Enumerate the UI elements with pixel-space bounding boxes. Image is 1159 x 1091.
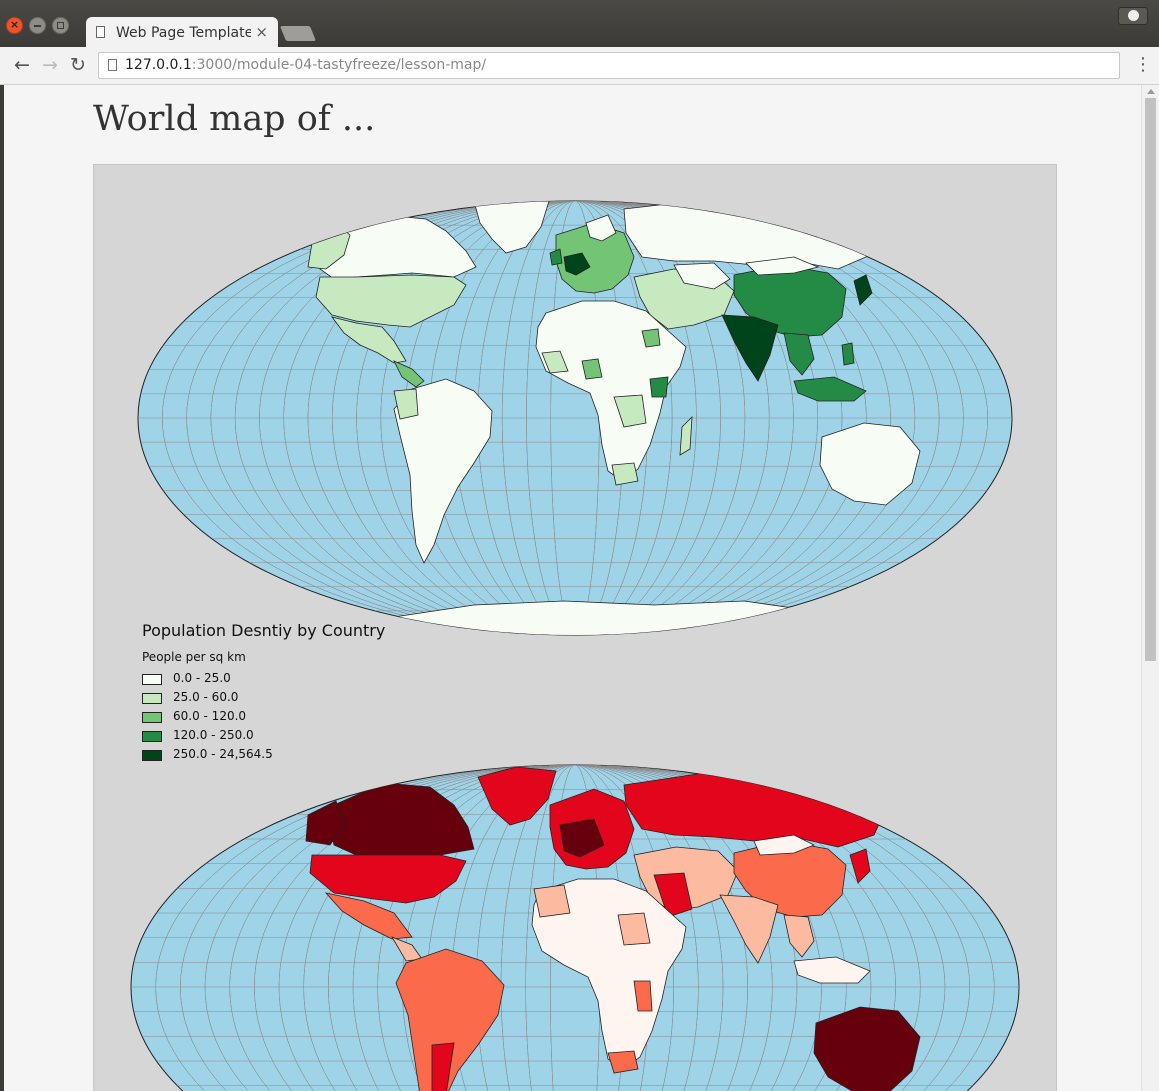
china-2 — [733, 840, 847, 918]
profile-button[interactable] — [1118, 7, 1148, 25]
libya-2 — [617, 912, 651, 946]
legend-swatch — [142, 693, 162, 704]
scroll-up-arrow-icon[interactable] — [1147, 89, 1155, 94]
southeast-asia — [783, 332, 815, 376]
russia — [623, 201, 875, 270]
colombia-ecuador — [393, 388, 419, 420]
greenland-2 — [477, 766, 557, 826]
central-africa — [613, 394, 647, 428]
indonesia-2 — [793, 956, 871, 984]
legend-item: 120.0 - 250.0 — [142, 728, 385, 747]
back-button[interactable]: ← — [14, 54, 30, 76]
western-europe-2 — [559, 818, 605, 858]
window-minimize-button[interactable] — [29, 17, 46, 34]
mongolia-2 — [753, 834, 815, 856]
western-europe — [563, 252, 591, 276]
india-2 — [719, 894, 779, 964]
china — [733, 264, 847, 338]
user-icon — [1128, 10, 1139, 21]
middle-east-2 — [633, 846, 739, 912]
east-africa — [649, 376, 669, 398]
page-title: World map of ... — [93, 99, 376, 139]
south-africa — [611, 462, 639, 486]
scrollbar-thumb[interactable] — [1145, 98, 1156, 661]
philippines — [841, 342, 855, 366]
central-america — [393, 360, 425, 388]
population-density-map — [137, 200, 1013, 636]
south-america-2 — [395, 948, 505, 1091]
url-text: 127.0.0.1:3000/module-04-tastyfreeze/les… — [125, 57, 486, 73]
title-bar: × Web Page Template × — [0, 0, 1159, 47]
page-viewport: World map of ... — [4, 85, 1141, 1091]
legend-item: 250.0 - 24,564.5 — [142, 747, 385, 766]
indonesia — [793, 376, 867, 402]
mexico-2 — [324, 892, 413, 940]
legend-swatch — [142, 750, 162, 761]
kazakhstan — [673, 262, 731, 290]
madagascar — [679, 415, 693, 456]
map2-land — [305, 766, 921, 1091]
south-africa-2 — [607, 1050, 639, 1074]
south-america — [393, 378, 493, 564]
browser-toolbar: ← → ↻ 127.0.0.1:3000/module-04-tastyfree… — [0, 47, 1159, 85]
australia-2 — [813, 1006, 921, 1091]
url-path: :3000/module-04-tastyfreeze/lesson-map/ — [191, 57, 487, 73]
egypt — [641, 328, 661, 348]
tab-close-button[interactable]: × — [255, 23, 268, 41]
nigeria — [581, 358, 603, 380]
greenland — [474, 201, 550, 254]
address-bar[interactable]: 127.0.0.1:3000/module-04-tastyfreeze/les… — [98, 52, 1120, 79]
southeast-asia-2 — [783, 914, 815, 958]
page-icon — [96, 26, 105, 38]
legend-item: 0.0 - 25.0 — [142, 671, 385, 690]
url-host: 127.0.0.1 — [125, 57, 192, 73]
reload-button[interactable]: ↻ — [70, 54, 86, 76]
page-info-icon[interactable] — [108, 59, 117, 71]
window-maximize-button[interactable] — [52, 17, 69, 34]
forward-button[interactable]: → — [42, 54, 58, 76]
japan — [853, 274, 873, 306]
canada-2 — [329, 782, 475, 856]
choropleth-maps — [130, 200, 1020, 1091]
new-tab-button[interactable] — [279, 26, 317, 41]
legend-swatch — [142, 731, 162, 742]
legend-label: 25.0 - 60.0 — [173, 690, 239, 704]
legend-item: 60.0 - 120.0 — [142, 709, 385, 728]
legend-swatch — [142, 712, 162, 723]
legend-label: 60.0 - 120.0 — [173, 709, 247, 723]
scandinavia — [585, 214, 617, 242]
legend-title: Population Desntiy by Country — [142, 621, 386, 640]
legend-swatch — [142, 674, 162, 685]
tanzania-2 — [633, 980, 653, 1012]
vertical-scrollbar[interactable] — [1141, 85, 1159, 1091]
legend-label: 120.0 - 250.0 — [173, 728, 254, 742]
india — [721, 314, 779, 382]
legend-item: 25.0 - 60.0 — [142, 690, 385, 709]
browser-menu-button[interactable]: ⋮ — [1134, 54, 1152, 75]
japan-2 — [849, 848, 871, 884]
usa — [315, 274, 467, 328]
west-africa — [541, 350, 569, 374]
argentina-2 — [431, 1042, 455, 1091]
canada — [319, 214, 477, 280]
mexico — [331, 316, 407, 364]
legend-label: 0.0 - 25.0 — [173, 671, 231, 685]
australia — [819, 422, 921, 506]
tab-title: Web Page Template — [116, 25, 251, 41]
uk — [549, 248, 563, 266]
usa-2 — [309, 854, 467, 904]
saudi-arabia-2 — [653, 872, 693, 918]
browser-tab[interactable]: Web Page Template × — [86, 17, 278, 47]
window-close-button[interactable]: × — [6, 17, 23, 34]
alaska-2 — [305, 800, 345, 846]
map-container: Population Desntiy by Country People per… — [93, 164, 1057, 1091]
mongolia — [745, 256, 820, 276]
north-africa-2 — [533, 884, 571, 918]
second-choropleth-map — [130, 764, 1020, 1091]
map-legend: Population Desntiy by Country People per… — [142, 621, 385, 766]
legend-label: 250.0 - 24,564.5 — [173, 747, 273, 761]
africa-2 — [531, 878, 687, 1070]
legend-subtitle: People per sq km — [142, 650, 246, 664]
